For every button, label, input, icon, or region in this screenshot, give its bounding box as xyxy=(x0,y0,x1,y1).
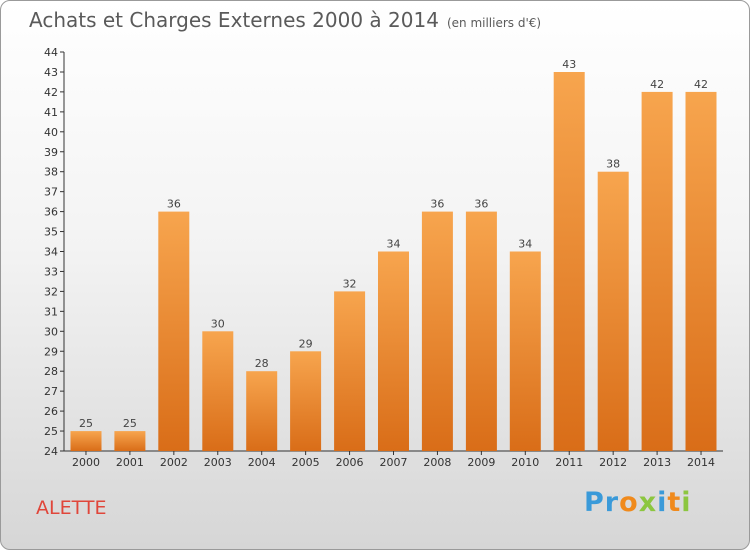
bar xyxy=(597,171,629,451)
bar xyxy=(378,251,409,451)
x-tick-label: 2000 xyxy=(72,456,100,469)
bar xyxy=(553,72,585,451)
bar xyxy=(465,211,497,451)
x-tick-label: 2010 xyxy=(511,456,539,469)
data-label: 42 xyxy=(650,78,664,91)
bar xyxy=(509,251,541,451)
y-tick-label: 42 xyxy=(44,86,58,99)
x-tick-label: 2001 xyxy=(116,456,144,469)
bar xyxy=(641,91,673,452)
y-tick-label: 44 xyxy=(44,46,58,59)
y-tick-label: 41 xyxy=(44,106,58,119)
x-tick-label: 2005 xyxy=(292,456,320,469)
logo-letter: r xyxy=(604,487,620,518)
logo-letter: i xyxy=(657,487,668,518)
chart-title: Achats et Charges Externes 2000 à 2014 (e… xyxy=(29,8,541,32)
y-tick-label: 34 xyxy=(44,246,58,259)
logo-letter: i xyxy=(681,487,692,518)
bar xyxy=(202,331,234,451)
data-label: 25 xyxy=(79,417,93,430)
y-axis: 24 25 26 27 28 29 30 31 32 33 34 35 36 37 38 39 40 41 42 43… xyxy=(44,46,65,458)
y-tick-label: 43 xyxy=(44,66,58,79)
y-tick-label: 27 xyxy=(44,385,58,398)
y-tick-label: 37 xyxy=(44,186,58,199)
y-tick-label: 26 xyxy=(44,405,58,418)
x-tick-label: 2003 xyxy=(204,456,232,469)
title-text: Achats et Charges Externes 2000 à 2014 xyxy=(29,8,439,32)
bar xyxy=(290,351,322,452)
data-label: 32 xyxy=(343,277,357,290)
logo-letter: x xyxy=(638,487,658,518)
logo-letter: o xyxy=(619,487,639,518)
y-tick-label: 35 xyxy=(44,226,58,239)
y-tick-label: 31 xyxy=(44,305,58,318)
x-tick-label: 2009 xyxy=(467,456,495,469)
data-label: 29 xyxy=(299,337,313,350)
bar xyxy=(334,291,366,451)
bar xyxy=(685,91,717,452)
logo-letter: P xyxy=(584,487,605,518)
chart-subtitle: (en milliers d'€) xyxy=(446,16,542,30)
data-label: 30 xyxy=(211,317,225,330)
y-tick-label: 38 xyxy=(44,166,58,179)
y-tick-label: 30 xyxy=(44,325,58,338)
bar xyxy=(158,211,190,451)
x-tick-label: 2012 xyxy=(599,456,627,469)
x-tick-label: 2006 xyxy=(336,456,364,469)
y-tick-label: 36 xyxy=(44,206,58,219)
y-tick-label: 40 xyxy=(44,126,58,139)
bar xyxy=(421,211,453,451)
data-label: 38 xyxy=(606,158,620,171)
y-tick-label: 29 xyxy=(44,345,58,358)
bar xyxy=(246,371,278,451)
x-tick-label: 2002 xyxy=(160,456,188,469)
data-label: 43 xyxy=(562,58,576,71)
y-tick-label: 25 xyxy=(44,425,58,438)
y-tick-label: 24 xyxy=(44,445,58,458)
x-tick-label: 2013 xyxy=(643,456,671,469)
y-tick-label: 33 xyxy=(44,265,58,278)
data-label: 36 xyxy=(167,198,181,211)
y-tick-label: 32 xyxy=(44,285,58,298)
x-tick-label: 2004 xyxy=(248,456,276,469)
bar-series: 25 25 36 30 28 29 32 34 36 36 34 43 38 42 42 xyxy=(70,58,717,452)
data-label: 28 xyxy=(255,357,269,370)
x-axis: 2000 2001 2002 2003 2004 2005 2006 2007 2008 2009… xyxy=(64,450,723,469)
data-label: 34 xyxy=(518,238,532,251)
data-label: 36 xyxy=(474,198,488,211)
data-label: 34 xyxy=(387,238,401,251)
data-label: 42 xyxy=(694,78,708,91)
y-tick-label: 28 xyxy=(44,365,58,378)
bar xyxy=(70,431,102,451)
logo-letter: t xyxy=(667,487,682,518)
x-tick-label: 2008 xyxy=(423,456,451,469)
data-label: 36 xyxy=(430,198,444,211)
x-tick-label: 2011 xyxy=(555,456,583,469)
x-tick-label: 2014 xyxy=(687,456,715,469)
proxiti-logo: Proxiti xyxy=(584,487,692,518)
data-label: 25 xyxy=(123,417,137,430)
x-tick-label: 2007 xyxy=(380,456,408,469)
commune-name: ALETTE xyxy=(36,497,107,519)
bar xyxy=(114,431,146,451)
y-tick-label: 39 xyxy=(44,146,58,159)
